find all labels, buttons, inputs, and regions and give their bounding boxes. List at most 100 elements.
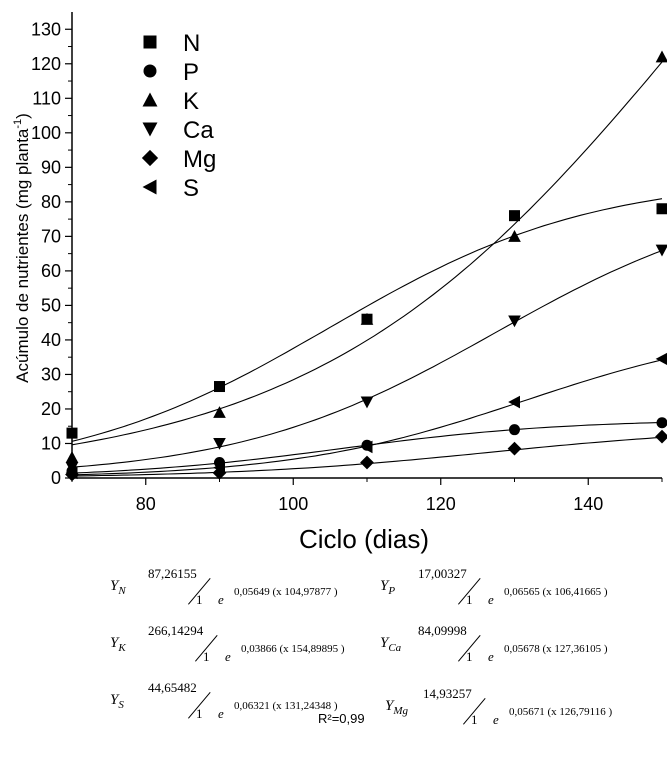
y-tick-label: 0 — [51, 468, 61, 488]
y-tick-label: 110 — [32, 88, 61, 108]
x-tick-label: 80 — [136, 494, 156, 514]
equation-exponent: 0,05671 (x 126,79116 ) — [509, 706, 613, 718]
y-axis-label: Acúmulo de nutrientes (mg planta-1) — [12, 113, 32, 383]
y-tick-label: 90 — [41, 157, 61, 177]
y-tick-label: 30 — [41, 364, 61, 384]
equation-e: e — [493, 712, 499, 727]
y-tick-label: 70 — [41, 226, 61, 246]
point-ca — [360, 396, 374, 409]
point-p — [656, 417, 667, 429]
point-ca — [508, 315, 521, 328]
equation-denominator: 1 — [196, 592, 203, 607]
equation-lhs: YMg — [385, 698, 409, 717]
equation-exponent: 0,06321 (x 131,24348 ) — [234, 700, 338, 712]
point-mg — [655, 429, 667, 444]
equation-e: e — [488, 592, 494, 607]
legend-label-ca: Ca — [183, 117, 214, 144]
y-tick-label: 50 — [41, 295, 61, 315]
legend-marker-mg — [141, 149, 159, 167]
point-s — [360, 440, 373, 454]
y-tick-label: 60 — [41, 261, 61, 281]
legend-marker-ca — [142, 122, 158, 137]
equation-yp: YP 17,00327 1 e 0,06565 (x 106,41665 ) — [380, 566, 650, 610]
point-k — [65, 450, 79, 463]
legend-label-k: K — [183, 88, 199, 115]
equation-yk: YK 266,14294 1 e 0,03866 (x 154,89895 ) — [110, 623, 380, 667]
point-mg — [360, 455, 374, 470]
y-tick-label: 10 — [41, 433, 61, 453]
equation-numerator: 84,09998 — [418, 623, 467, 638]
x-tick-label: 120 — [426, 494, 456, 514]
point-n — [656, 203, 667, 215]
y-tick-label: 80 — [41, 192, 61, 212]
equation-ymg: YMg 14,93257 1 e 0,05671 (x 126,79116 ) — [385, 686, 655, 730]
point-p — [509, 424, 520, 436]
point-ca — [213, 437, 226, 450]
fit-curves — [71, 61, 663, 477]
equation-e: e — [218, 706, 224, 721]
point-n — [509, 210, 520, 222]
x-tick-label: 140 — [573, 494, 603, 514]
equation-yn: YN 87,26155 1 e 0,05649 (x 104,97877 ) — [110, 566, 380, 610]
equation-lhs: YN — [110, 578, 126, 597]
point-mg — [507, 441, 522, 456]
equation-numerator: 87,26155 — [148, 566, 197, 581]
y-tick-label: 20 — [41, 399, 61, 419]
equation-denominator: 1 — [466, 649, 473, 664]
equation-numerator: 266,14294 — [148, 623, 204, 638]
equation-exponent: 0,05649 (x 104,97877 ) — [234, 586, 338, 598]
y-tick-label: 40 — [41, 330, 61, 350]
y-tick-label: 100 — [31, 123, 61, 143]
point-s — [508, 395, 520, 409]
fit-curve-n — [71, 198, 663, 442]
point-n — [214, 381, 225, 393]
equation-denominator: 1 — [196, 706, 203, 721]
legend-marker-k — [142, 92, 158, 107]
x-tick-label: 100 — [278, 494, 308, 514]
equation-lhs: YK — [110, 635, 126, 654]
x-axis-label: Ciclo (dias) — [299, 524, 429, 554]
chart-svg: 0 10 20 30 40 50 60 70 80 90 100 110 120 130 80 100 120 1… — [12, 12, 667, 554]
legend-marker-s — [142, 179, 157, 195]
equation-numerator: 17,00327 — [418, 566, 467, 581]
point-n — [66, 427, 78, 439]
equation-exponent: 0,05678 (x 127,36105 ) — [504, 643, 608, 655]
equation-lhs: YP — [380, 578, 396, 597]
equation-e: e — [225, 649, 231, 664]
fit-curve-ca — [71, 250, 663, 468]
equation-exponent: 0,03866 (x 154,89895 ) — [241, 643, 345, 655]
equation-denominator: 1 — [203, 649, 210, 664]
point-s — [65, 466, 78, 480]
point-k — [508, 230, 521, 242]
legend-marker-p — [143, 64, 157, 78]
equation-numerator: 14,93257 — [423, 686, 472, 701]
equation-ys: YS 44,65482 1 e 0,06321 (x 131,24348 ) — [110, 680, 380, 724]
y-tick-label: 130 — [31, 19, 61, 39]
legend-label-mg: Mg — [183, 146, 216, 173]
equation-lhs: YS — [110, 692, 124, 711]
equation-yca: YCa 84,09998 1 e 0,05678 (x 127,36105 ) — [380, 623, 650, 667]
legend-marker-n — [143, 35, 157, 49]
point-k — [213, 406, 226, 418]
r-squared-label: R²=0,99 — [318, 711, 365, 726]
equation-exponent: 0,06565 (x 106,41665 ) — [504, 586, 608, 598]
axes: 0 10 20 30 40 50 60 70 80 90 100 110 120 130 80 100 120 1… — [31, 12, 663, 514]
legend-label-n: N — [183, 30, 200, 57]
equation-denominator: 1 — [466, 592, 473, 607]
equation-e: e — [218, 592, 224, 607]
equation-numerator: 44,65482 — [148, 680, 197, 695]
fit-curve-k — [71, 61, 663, 446]
point-ca — [655, 244, 667, 257]
point-k — [360, 312, 374, 325]
equation-denominator: 1 — [471, 712, 478, 727]
legend-label-s: S — [183, 175, 199, 202]
legend-label-p: P — [183, 59, 199, 86]
equation-e: e — [488, 649, 494, 664]
data-points — [65, 50, 667, 482]
point-s — [213, 461, 225, 474]
point-s — [655, 352, 667, 365]
y-tick-label: 120 — [31, 54, 61, 74]
point-k — [655, 50, 667, 63]
equation-lhs: YCa — [380, 635, 402, 654]
